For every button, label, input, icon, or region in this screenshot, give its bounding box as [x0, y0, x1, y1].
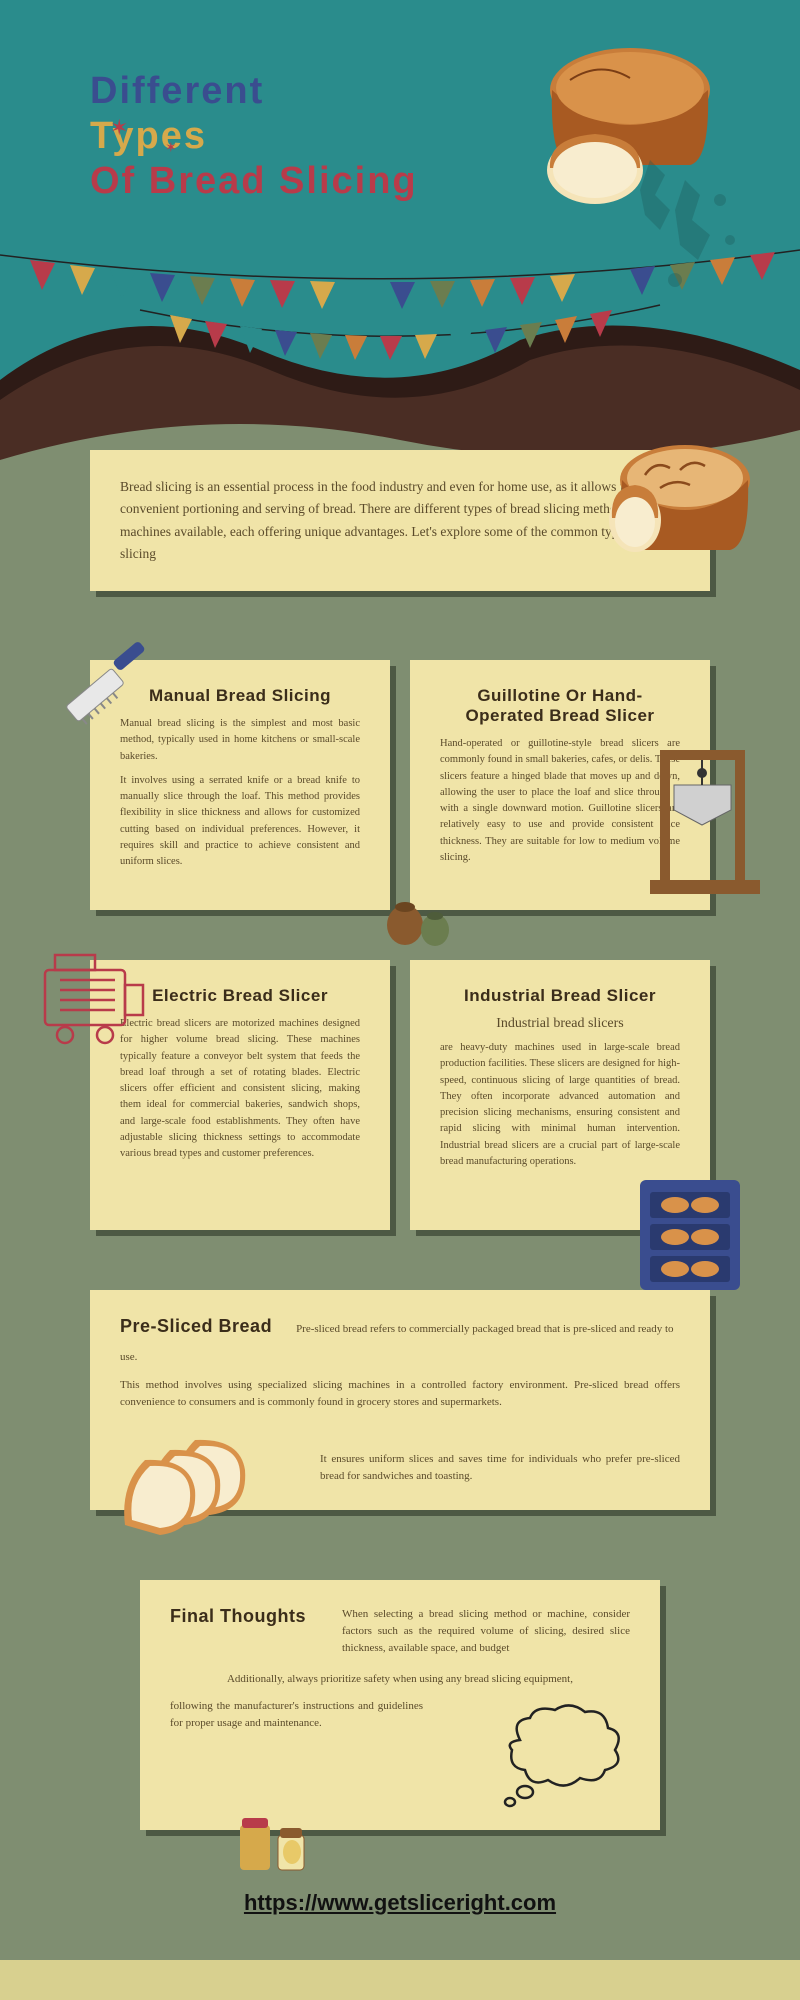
- final-p1: When selecting a bread slicing method or…: [342, 1606, 630, 1657]
- guillotine-icon: [640, 740, 770, 910]
- final-p2: Additionally, always prioritize safety w…: [170, 1671, 630, 1688]
- footer-band: [0, 1960, 800, 2000]
- title-line2: Types: [90, 115, 418, 158]
- star-icon: ✶: [165, 140, 177, 157]
- slicer-machine-icon: [30, 940, 150, 1050]
- presliced-title: Pre-sliced Bread: [120, 1316, 272, 1337]
- bread-loaf-icon: [600, 430, 760, 580]
- title-line3: Of Bread Slicing: [90, 160, 418, 203]
- industrial-body: are heavy-duty machines used in large-sc…: [440, 1040, 680, 1170]
- intro-text: Bread slicing is an essential process in…: [120, 476, 680, 565]
- thought-bubble-icon: [490, 1700, 630, 1810]
- presliced-p2: It ensures uniform slices and saves time…: [320, 1451, 680, 1485]
- guillotine-title: Guillotine or Hand-Operated Bread Slicer: [440, 686, 680, 726]
- footer-url[interactable]: https://www.getsliceright.com: [0, 1890, 800, 1916]
- final-p3: following the manufacturer's instruction…: [170, 1698, 423, 1732]
- final-title: Final Thoughts: [170, 1606, 306, 1627]
- electric-body: Electric bread slicers are motorized mac…: [120, 1016, 360, 1162]
- page-title: Different Types Of Bread Slicing: [90, 70, 418, 203]
- title-line1: Different: [90, 70, 418, 113]
- industrial-lead: Industrial bread slicers: [440, 1016, 680, 1032]
- jars-icon: [380, 880, 460, 950]
- industrial-title: Industrial Bread Slicer: [440, 986, 680, 1006]
- oven-icon: [630, 1170, 750, 1300]
- star-icon: ✶: [110, 115, 128, 141]
- manual-p2: It involves using a serrated knife or a …: [120, 773, 360, 871]
- bread-slices-icon: [100, 1420, 280, 1540]
- electric-title: Electric Bread Slicer: [120, 986, 360, 1006]
- presliced-p1: This method involves using specialized s…: [120, 1377, 680, 1411]
- jars-icon: [230, 1800, 320, 1880]
- knife-icon: [50, 630, 160, 740]
- map-decoration: [620, 150, 760, 315]
